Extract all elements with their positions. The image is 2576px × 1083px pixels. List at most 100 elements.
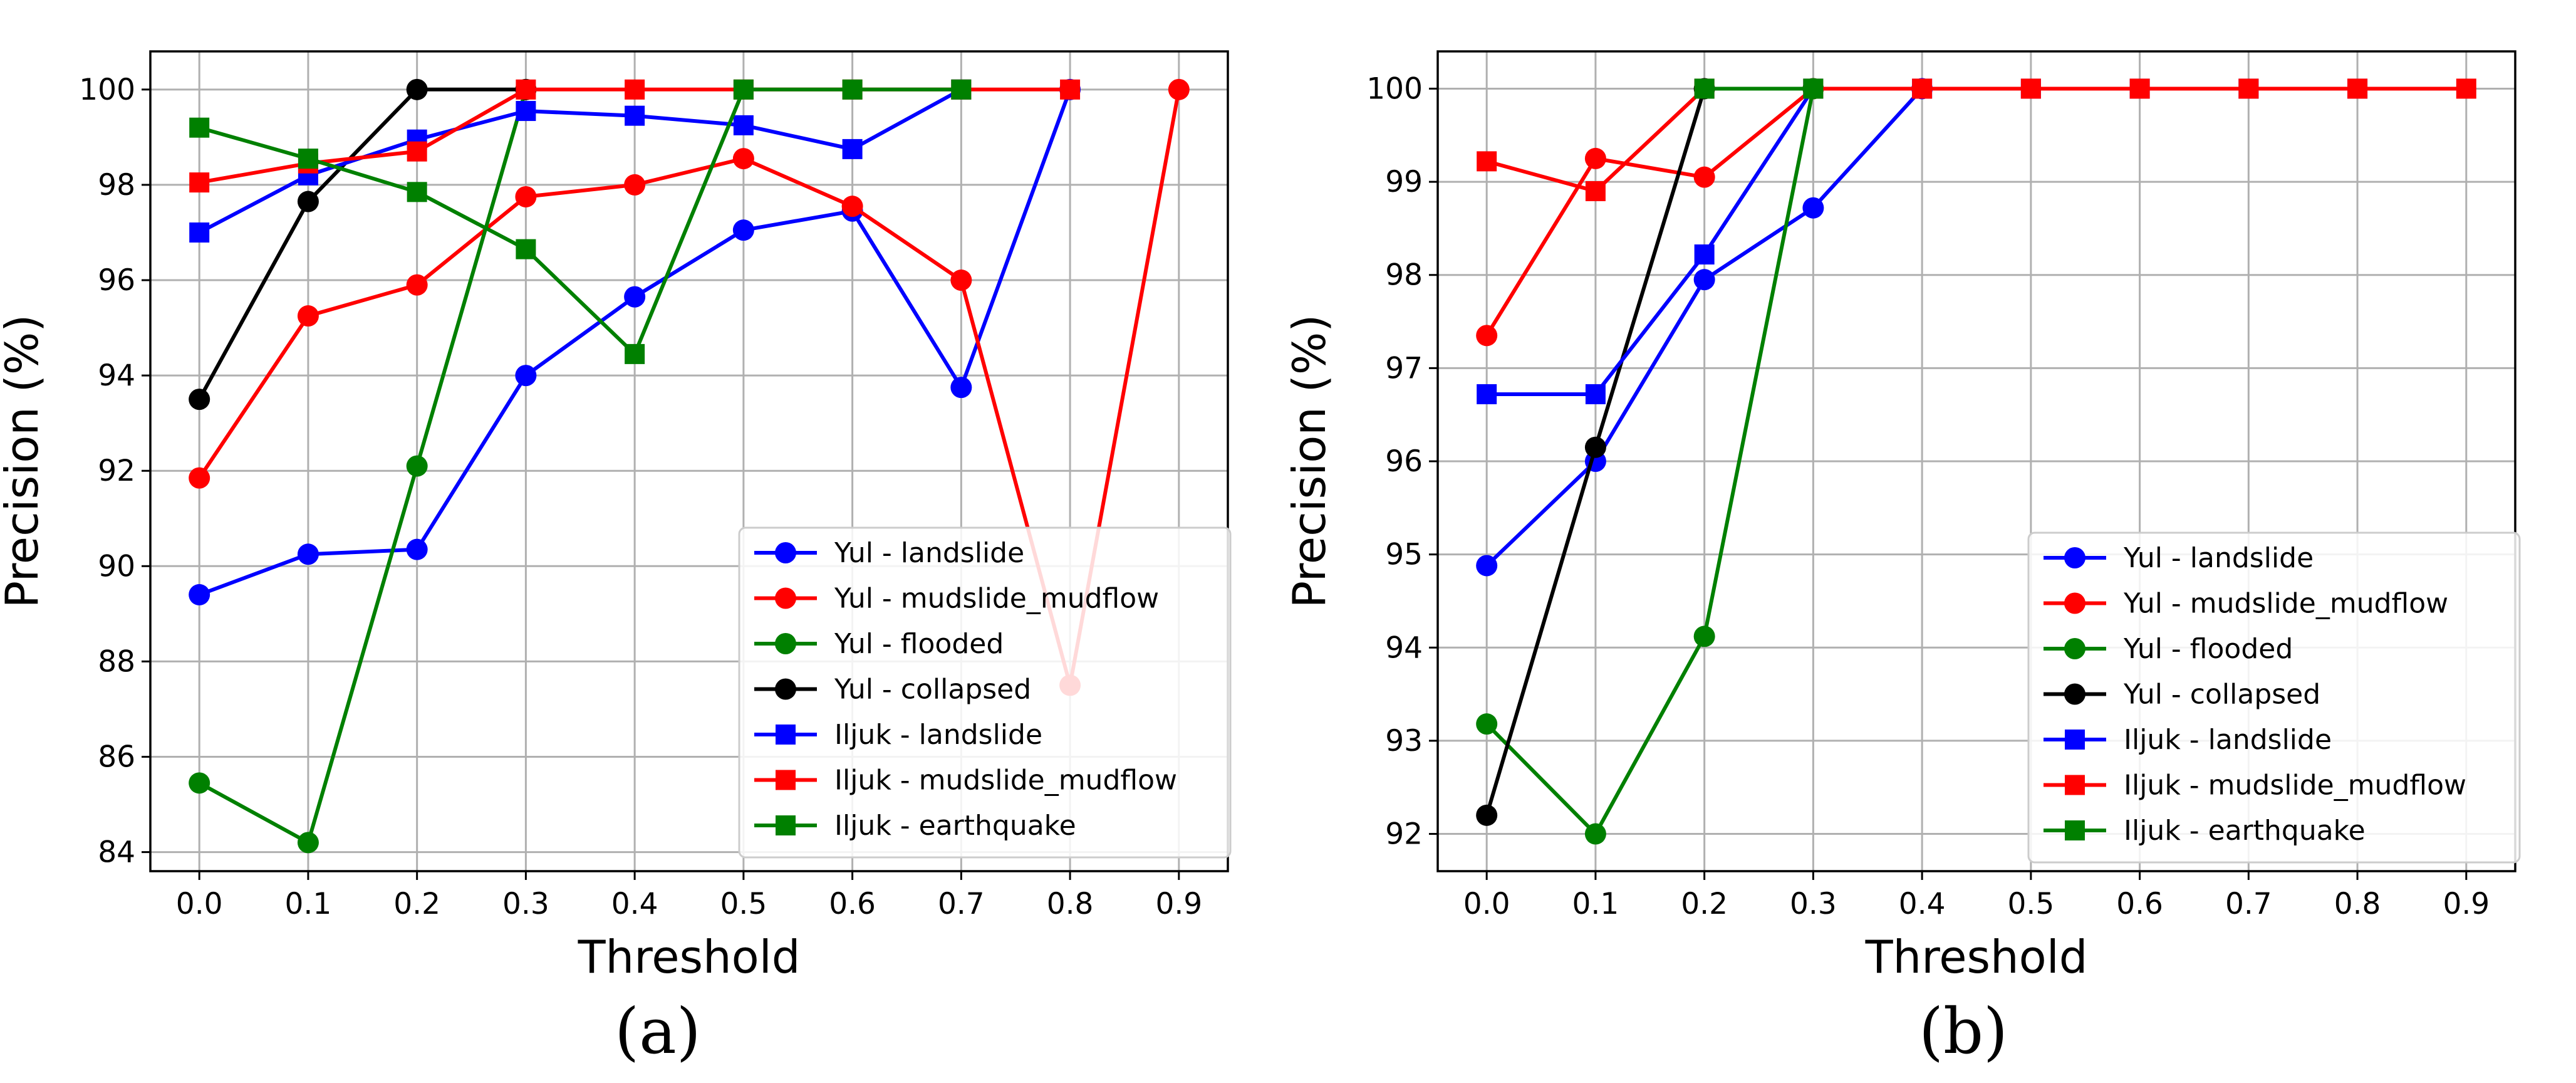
data-point-square xyxy=(2456,78,2476,99)
data-point-circle xyxy=(297,305,319,327)
data-point-circle xyxy=(1168,78,1190,100)
series-yul-mudslide-mudflow xyxy=(1476,78,1824,347)
legend-marker-circle xyxy=(2064,683,2085,705)
legend-marker-circle xyxy=(775,542,796,563)
data-point-circle xyxy=(406,538,428,560)
x-axis-label: Threshold xyxy=(578,931,801,983)
data-point-square xyxy=(1803,78,1824,99)
y-axis-label: Precision (%) xyxy=(0,315,48,609)
series-iljuk-earthquake xyxy=(189,79,972,364)
data-point-circle xyxy=(732,148,754,170)
y-tick-label: 88 xyxy=(98,644,135,679)
panel-caption: (a) xyxy=(615,995,701,1068)
legend-marker-square xyxy=(776,770,796,790)
x-tick-label: 0.2 xyxy=(1681,887,1728,921)
x-tick-label: 0.3 xyxy=(502,887,549,921)
y-tick-label: 99 xyxy=(1385,165,1423,199)
series-line xyxy=(199,87,962,356)
legend-label: Yul - mudslide_mudflow xyxy=(834,583,1159,615)
y-tick-label: 98 xyxy=(98,168,135,202)
series-iljuk-earthquake xyxy=(1694,78,1824,99)
data-point-circle xyxy=(297,191,319,212)
legend-label: Yul - mudslide_mudflow xyxy=(2123,588,2448,620)
legend-marker-circle xyxy=(775,633,796,654)
data-point-square xyxy=(2238,78,2259,99)
legend-label: Yul - collapsed xyxy=(2123,679,2320,711)
data-point-square xyxy=(1912,78,1933,99)
x-tick-label: 0.7 xyxy=(938,887,985,921)
data-point-circle xyxy=(1693,166,1715,188)
data-point-circle xyxy=(1476,804,1498,826)
chart-b: 0.0 0.1 0.2 0.3 0.4 0.5 0.6 0.7 0.8 0.9 92 93 94 95 96… xyxy=(1283,50,2521,1068)
data-point-square xyxy=(1585,384,1606,404)
data-point-circle xyxy=(1802,197,1824,219)
data-point-square xyxy=(1694,78,1715,99)
data-point-square xyxy=(189,172,210,193)
data-point-circle xyxy=(406,274,428,296)
x-tick-label: 0.9 xyxy=(1155,887,1202,921)
legend-marker-square xyxy=(2065,730,2085,750)
legend-marker-square xyxy=(2065,775,2085,795)
data-point-circle xyxy=(406,455,428,477)
data-point-square xyxy=(2020,78,2041,99)
legend-marker-circle xyxy=(2064,592,2085,614)
data-point-square xyxy=(733,115,754,135)
y-tick-label: 84 xyxy=(98,835,135,870)
x-tick-label: 0.7 xyxy=(2225,887,2272,921)
legend-marker-square xyxy=(2065,820,2085,840)
x-tick-label: 0.1 xyxy=(285,887,332,921)
data-point-circle xyxy=(515,365,537,387)
y-tick-label: 100 xyxy=(79,73,135,107)
data-point-circle xyxy=(1584,436,1606,458)
data-point-square xyxy=(625,343,645,364)
data-point-circle xyxy=(1693,269,1715,291)
series-line xyxy=(197,89,1181,688)
y-tick-label: 93 xyxy=(1385,724,1423,758)
y-tick-label: 95 xyxy=(1385,538,1423,572)
data-point-circle xyxy=(732,219,754,241)
y-tick-label: 92 xyxy=(1385,817,1423,852)
data-point-circle xyxy=(189,467,210,489)
y-tick-label: 97 xyxy=(1385,351,1423,385)
data-point-square xyxy=(516,101,536,122)
chart-a: 0.0 0.1 0.2 0.3 0.4 0.5 0.6 0.7 0.8 0.9 84 86 88 90 92… xyxy=(0,50,1232,1068)
y-tick-label: 90 xyxy=(98,549,135,583)
x-tick-label: 0.0 xyxy=(176,887,223,921)
data-point-circle xyxy=(406,78,428,100)
x-tick-label: 0.4 xyxy=(1899,887,1946,921)
data-point-circle xyxy=(1584,823,1606,845)
y-tick-label: 92 xyxy=(98,454,135,488)
data-point-square xyxy=(516,79,536,100)
legend-marker-circle xyxy=(2064,547,2085,568)
data-point-circle xyxy=(624,286,646,308)
legend-box xyxy=(738,526,1232,859)
data-point-circle xyxy=(624,174,646,196)
data-point-circle xyxy=(515,186,537,207)
legend-label: Yul - flooded xyxy=(2123,633,2293,665)
data-point-square xyxy=(1694,244,1715,265)
data-point-circle xyxy=(189,772,210,794)
legend-marker-square xyxy=(776,815,796,835)
data-point-square xyxy=(407,141,427,162)
data-point-circle xyxy=(950,269,972,291)
legend-marker-circle xyxy=(775,678,796,700)
legend-label: Yul - collapsed xyxy=(834,674,1031,706)
data-point-circle xyxy=(189,389,210,411)
x-tick-label: 0.8 xyxy=(2334,887,2381,921)
y-tick-label: 86 xyxy=(98,740,135,774)
y-tick-label: 100 xyxy=(1366,71,1423,106)
data-point-square xyxy=(2129,78,2150,99)
data-point-square xyxy=(842,79,863,100)
data-point-circle xyxy=(297,543,319,565)
data-point-circle xyxy=(841,196,863,217)
y-tick-label: 98 xyxy=(1385,258,1423,293)
x-tick-label: 0.5 xyxy=(720,887,767,921)
data-point-circle xyxy=(1476,325,1498,347)
data-point-square xyxy=(2347,78,2368,99)
data-point-square xyxy=(189,117,210,138)
x-tick-label: 0.5 xyxy=(2007,887,2054,921)
y-tick-label: 94 xyxy=(1385,630,1423,665)
x-tick-label: 0.1 xyxy=(1572,887,1619,921)
data-point-circle xyxy=(1476,555,1498,577)
